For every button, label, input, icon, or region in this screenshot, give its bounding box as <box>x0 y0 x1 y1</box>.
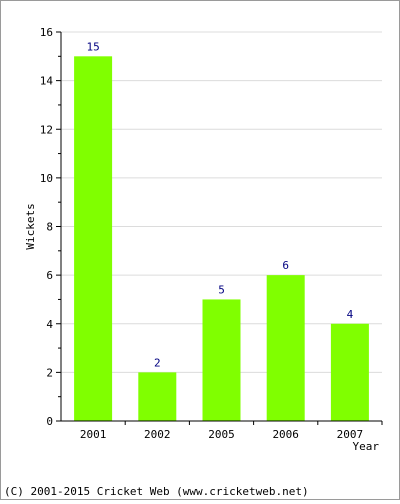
y-minor-ticks <box>56 31 61 422</box>
y-tick-label: 6 <box>46 269 53 282</box>
y-tick-label: 12 <box>40 123 53 136</box>
bar-value-label: 15 <box>86 40 99 53</box>
bar-2002 <box>138 372 177 421</box>
y-tick-labels: 0 2 4 6 8 10 12 14 16 <box>40 26 54 428</box>
x-axis-label: Year <box>353 440 380 453</box>
y-tick-label: 14 <box>40 75 54 88</box>
copyright-footer: (C) 2001-2015 Cricket Web (www.cricketwe… <box>4 485 309 498</box>
x-tick-label: 2007 <box>337 428 364 441</box>
x-tick-label: 2002 <box>144 428 171 441</box>
y-tick-label: 16 <box>40 26 53 39</box>
bar-2006 <box>266 275 305 421</box>
bar-value-labels: 15 2 5 6 4 <box>86 40 353 369</box>
x-tick-label: 2005 <box>208 428 235 441</box>
bar-value-label: 2 <box>154 356 161 369</box>
bar-2001 <box>74 56 113 421</box>
bar-value-label: 6 <box>282 259 289 272</box>
x-tick-label: 2006 <box>272 428 299 441</box>
bar-2005 <box>202 299 241 421</box>
y-tick-label: 0 <box>46 415 53 428</box>
y-tick-label: 10 <box>40 172 53 185</box>
bars <box>74 56 369 421</box>
y-axis-label: Wickets <box>24 203 37 249</box>
x-tick-label: 2001 <box>80 428 107 441</box>
bar-2007 <box>330 323 369 421</box>
x-tick-labels: 2001 2002 2005 2006 2007 <box>80 421 383 441</box>
y-tick-label: 8 <box>46 221 53 234</box>
bar-value-label: 4 <box>347 308 354 321</box>
y-tick-label: 2 <box>46 366 53 379</box>
y-tick-label: 4 <box>46 318 53 331</box>
bar-value-label: 5 <box>218 283 225 296</box>
grid-lines <box>61 31 382 373</box>
